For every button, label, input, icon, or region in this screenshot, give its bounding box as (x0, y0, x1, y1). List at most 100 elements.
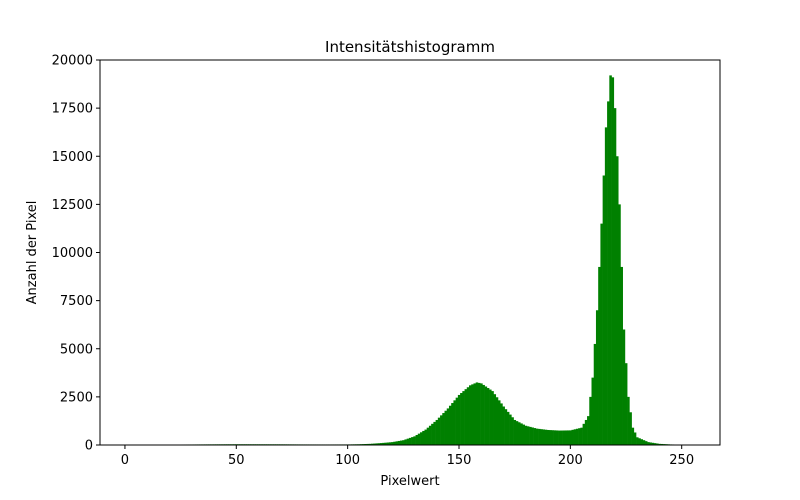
histogram-bar (424, 429, 428, 445)
histogram-bar (417, 433, 421, 445)
y-tick-label: 20000 (52, 54, 93, 69)
histogram-bar (589, 396, 592, 445)
histogram-bar (368, 443, 372, 445)
histogram-bar (473, 383, 476, 445)
histogram-bar (453, 400, 456, 445)
histogram-bar (513, 419, 517, 445)
histogram-bar (388, 442, 392, 445)
histogram-bar (444, 410, 448, 445)
histogram-bar (620, 266, 623, 445)
histogram-bar (393, 441, 396, 445)
histogram-bar (636, 437, 639, 445)
histogram-bar (560, 430, 563, 445)
histogram-bar (366, 443, 370, 445)
histogram-bar (571, 429, 574, 445)
x-tick-label: 250 (669, 453, 694, 468)
y-tick-label: 5000 (60, 342, 93, 357)
histogram-bar (415, 434, 419, 445)
histogram-bar (602, 175, 606, 445)
histogram-bar (538, 428, 541, 445)
histogram-bar (364, 443, 367, 445)
histogram-bar (615, 156, 619, 445)
histogram-bar (535, 428, 539, 445)
histogram-bar (642, 440, 646, 445)
y-tick-label: 17500 (52, 102, 93, 117)
histogram-bar (377, 443, 381, 445)
histogram-bar (440, 415, 443, 445)
y-tick-label: 2500 (60, 390, 93, 405)
x-tick-label: 150 (447, 453, 472, 468)
histogram-bar (399, 440, 403, 445)
histogram-bar (569, 430, 572, 445)
histogram-bar (518, 422, 521, 445)
histogram-bar (466, 387, 470, 445)
histogram-bar (533, 428, 537, 445)
histogram-bar (475, 382, 479, 445)
histogram-bar (573, 429, 577, 445)
y-axis: 0 2500 5000 7500 10000 12500 15000 17500 20000 (52, 54, 100, 454)
histogram-bar (471, 384, 474, 445)
histogram-bar (462, 391, 465, 445)
histogram-bar (442, 413, 445, 445)
histogram-bar (611, 77, 615, 445)
histogram-bar (598, 266, 601, 445)
histogram-bar (633, 432, 637, 445)
histogram-bar (482, 384, 485, 445)
histogram-bar (451, 403, 454, 445)
histogram-bar (493, 394, 497, 445)
histogram-bar (526, 426, 530, 445)
histogram-bar (647, 442, 650, 445)
histogram-bar (477, 382, 481, 445)
histogram-bar (460, 393, 463, 445)
histogram-bar (653, 443, 657, 445)
x-tick-label: 0 (121, 453, 129, 468)
y-tick-label: 15000 (52, 150, 93, 165)
y-tick-label: 12500 (52, 198, 93, 213)
histogram-bar (457, 394, 461, 445)
x-tick-label: 200 (558, 453, 583, 468)
histogram-bar (618, 204, 621, 445)
histogram-bar (584, 419, 588, 445)
histogram-bar (582, 423, 586, 445)
x-tick-label: 50 (228, 453, 245, 468)
histogram-bar (604, 127, 608, 445)
histogram-bar (651, 442, 655, 445)
histogram-bar (437, 417, 441, 445)
histogram-bar (486, 388, 490, 445)
histogram-bar (382, 442, 385, 445)
histogram-bar (448, 405, 452, 445)
histogram-bar (607, 101, 610, 445)
y-axis-label: Anzahl der Pixel (25, 201, 40, 305)
histogram-bar (551, 430, 554, 445)
histogram-bar (529, 426, 532, 445)
histogram-bar (500, 403, 503, 445)
histogram-bar (480, 383, 483, 445)
histogram-bar (509, 414, 512, 445)
histogram-bar (511, 417, 514, 445)
histogram-bar (629, 412, 632, 445)
histogram-bar (455, 397, 459, 445)
histogram-bar (595, 310, 599, 445)
histogram-bar (540, 429, 543, 445)
histogram-bar (613, 108, 617, 445)
histogram-bar (406, 438, 410, 445)
histogram-bar (373, 443, 376, 445)
histogram-bar (522, 424, 525, 445)
histogram-bar (411, 437, 414, 445)
histogram-bar (622, 329, 626, 445)
histogram-bar (428, 425, 432, 445)
histogram-bar (558, 430, 561, 445)
histogram-bar (631, 427, 635, 445)
histogram-bar (515, 421, 519, 445)
histogram-bar (656, 443, 659, 445)
histogram-bar (497, 400, 501, 445)
histogram-bar (384, 442, 387, 445)
histogram-bar (431, 423, 434, 445)
histogram-bar (404, 439, 407, 445)
histogram-bar (371, 443, 374, 445)
chart-title: Intensitätshistogramm (325, 38, 495, 56)
histogram-bar (506, 411, 510, 445)
histogram-bar (546, 429, 550, 445)
histogram-bar (433, 421, 436, 445)
